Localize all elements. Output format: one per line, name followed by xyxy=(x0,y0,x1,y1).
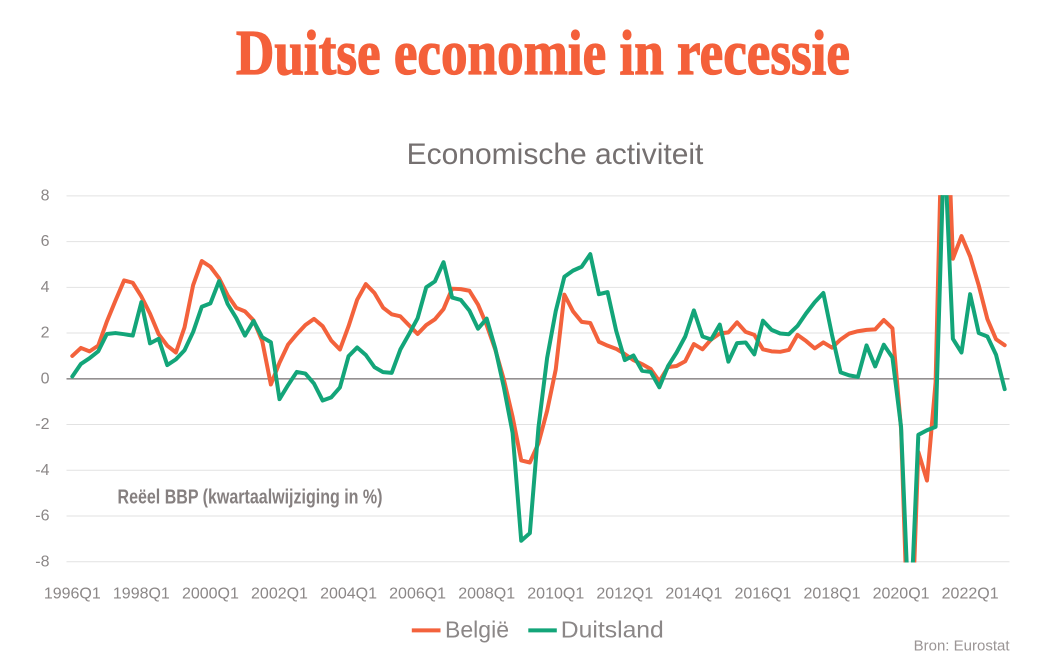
svg-text:2000Q1: 2000Q1 xyxy=(182,586,239,603)
svg-text:Duitsland: Duitsland xyxy=(561,617,664,643)
svg-text:Duitse economie in recessie: Duitse economie in recessie xyxy=(236,17,850,88)
svg-text:2022Q1: 2022Q1 xyxy=(942,586,999,603)
svg-text:1996Q1: 1996Q1 xyxy=(44,586,101,603)
svg-text:2006Q1: 2006Q1 xyxy=(389,586,446,603)
svg-text:2016Q1: 2016Q1 xyxy=(734,586,791,603)
svg-text:2002Q1: 2002Q1 xyxy=(251,586,308,603)
svg-text:België: België xyxy=(445,617,509,643)
svg-text:-6: -6 xyxy=(35,508,49,525)
svg-text:2014Q1: 2014Q1 xyxy=(665,586,722,603)
svg-text:Reëel BBP (kwartaalwijziging i: Reëel BBP (kwartaalwijziging in %) xyxy=(118,487,383,509)
svg-text:-2: -2 xyxy=(35,416,49,433)
svg-text:8: 8 xyxy=(41,187,50,204)
svg-text:-8: -8 xyxy=(35,553,49,570)
svg-text:2: 2 xyxy=(41,325,50,342)
svg-text:2018Q1: 2018Q1 xyxy=(804,586,861,603)
svg-text:Economische activiteit: Economische activiteit xyxy=(407,138,704,171)
svg-text:6: 6 xyxy=(41,233,50,250)
svg-text:-4: -4 xyxy=(35,462,49,479)
svg-text:2004Q1: 2004Q1 xyxy=(320,586,377,603)
svg-text:4: 4 xyxy=(41,279,50,296)
svg-text:Bron: Eurostat: Bron: Eurostat xyxy=(914,637,1011,654)
svg-text:2020Q1: 2020Q1 xyxy=(873,586,930,603)
svg-text:2008Q1: 2008Q1 xyxy=(458,586,515,603)
svg-text:1998Q1: 1998Q1 xyxy=(113,586,170,603)
svg-text:0: 0 xyxy=(41,370,50,387)
svg-text:2010Q1: 2010Q1 xyxy=(527,586,584,603)
svg-text:2012Q1: 2012Q1 xyxy=(596,586,653,603)
